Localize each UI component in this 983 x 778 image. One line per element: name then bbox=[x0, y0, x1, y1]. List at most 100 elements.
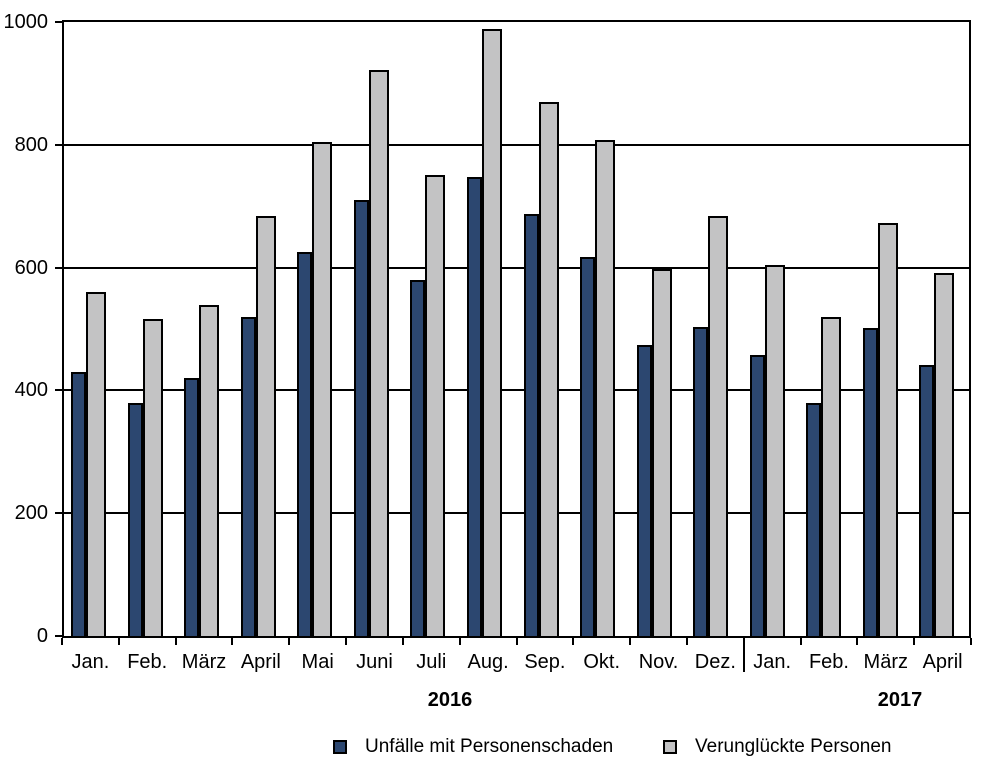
x-axis-label: Feb. bbox=[808, 651, 849, 673]
bar-group-nov-10 bbox=[630, 22, 687, 636]
x-axis-tick bbox=[61, 638, 63, 645]
bar-verungleuckte bbox=[538, 102, 559, 636]
bar-group-sep-8 bbox=[517, 22, 574, 636]
x-axis-label: Juli bbox=[416, 651, 447, 673]
bar-group-mai-4 bbox=[290, 22, 347, 636]
bar-verungleuckte bbox=[934, 273, 955, 636]
x-axis-tick bbox=[458, 638, 461, 645]
y-axis-tick bbox=[55, 143, 62, 146]
x-axis-labels: Jan. Feb. März April Mai Juni Juli Aug. Sep. Okt.… bbox=[62, 651, 971, 673]
y-axis-label: 800 bbox=[14, 133, 48, 156]
bar-verungleuckte bbox=[368, 70, 389, 636]
bar-unfaelle bbox=[636, 345, 652, 636]
bar-group-juli-6 bbox=[403, 22, 460, 636]
y-axis-tick bbox=[55, 21, 62, 23]
x-axis-label: Mai bbox=[301, 651, 334, 673]
y-axis-label: 200 bbox=[14, 502, 48, 525]
bars-container bbox=[64, 22, 969, 636]
bar-group-jan-12 bbox=[743, 22, 800, 636]
x-axis-tick bbox=[117, 638, 120, 645]
x-axis-label: Jan. bbox=[753, 651, 792, 673]
x-axis-tick bbox=[288, 638, 291, 645]
bar-unfaelle bbox=[466, 177, 482, 636]
legend-swatch-verungleuckte-icon bbox=[663, 740, 677, 754]
x-axis-tick bbox=[685, 638, 688, 645]
bar-group-april-3 bbox=[234, 22, 291, 636]
year-label-2017: 2017 bbox=[877, 689, 923, 711]
y-axis-tick bbox=[55, 512, 62, 515]
x-axis-label: Nov. bbox=[638, 651, 679, 673]
bar-group-feb-13 bbox=[799, 22, 856, 636]
y-axis-label: 1000 bbox=[3, 11, 49, 33]
x-axis-label: April bbox=[922, 651, 963, 673]
bar-unfaelle bbox=[410, 280, 426, 636]
bar-unfaelle bbox=[580, 257, 596, 636]
x-axis-tick bbox=[856, 638, 859, 645]
x-axis-tick bbox=[231, 638, 234, 645]
x-axis-label: März bbox=[863, 651, 908, 673]
bar-verungleuckte bbox=[877, 223, 898, 636]
bar-verungleuckte bbox=[595, 140, 616, 636]
bar-unfaelle bbox=[806, 403, 822, 636]
y-axis-tick bbox=[55, 389, 62, 392]
y-axis-label: 400 bbox=[14, 379, 48, 402]
legend-swatch-unfaelle-icon bbox=[333, 740, 347, 754]
bar-unfaelle bbox=[919, 365, 935, 636]
bar-verungleuckte bbox=[481, 29, 502, 636]
legend-label-verungleuckte: Verunglückte Personen bbox=[695, 736, 892, 757]
y-axis-label: 0 bbox=[36, 625, 48, 647]
bar-group-okt-9 bbox=[573, 22, 630, 636]
year-label-2016: 2016 bbox=[427, 689, 473, 711]
x-axis-tick bbox=[345, 638, 348, 645]
x-axis-tick bbox=[401, 638, 404, 645]
x-axis-label: Dez. bbox=[694, 651, 736, 673]
bar-verungleuckte bbox=[142, 319, 163, 636]
gridline-200 bbox=[64, 512, 969, 515]
bar-group-juni-5 bbox=[347, 22, 404, 636]
x-axis-label: Sep. bbox=[524, 651, 566, 673]
x-axis-tick bbox=[970, 638, 972, 645]
x-axis-tick bbox=[174, 638, 177, 645]
bar-verungleuckte bbox=[199, 305, 220, 636]
bar-verungleuckte bbox=[764, 265, 785, 636]
x-axis-label: Juni bbox=[356, 651, 393, 673]
x-axis-label: Feb. bbox=[127, 651, 168, 673]
bar-unfaelle bbox=[693, 327, 709, 636]
legend-item-unfaelle: Unfälle mit Personenschaden bbox=[333, 736, 613, 758]
bar-verungleuckte bbox=[312, 142, 333, 636]
x-axis-tick bbox=[799, 638, 802, 645]
bar-unfaelle bbox=[749, 355, 765, 636]
bar-group-aug-7 bbox=[460, 22, 517, 636]
bar-verungleuckte bbox=[651, 269, 672, 636]
gridline-800 bbox=[64, 143, 969, 146]
gridline-400 bbox=[64, 389, 969, 392]
x-axis-tick bbox=[913, 638, 916, 645]
x-axis-label: Okt. bbox=[583, 651, 621, 673]
bar-group-märz-14 bbox=[856, 22, 913, 636]
y-axis-tick bbox=[55, 635, 62, 637]
bar-unfaelle bbox=[127, 403, 143, 636]
x-axis-label: April bbox=[240, 651, 281, 673]
legend-label-unfaelle: Unfälle mit Personenschaden bbox=[365, 736, 614, 757]
bar-verungleuckte bbox=[425, 175, 446, 636]
year-separator-tick bbox=[742, 638, 745, 672]
bar-unfaelle bbox=[297, 252, 313, 636]
bar-group-dez-11 bbox=[686, 22, 743, 636]
bar-group-jan-0 bbox=[64, 22, 121, 636]
bar-unfaelle bbox=[353, 200, 369, 636]
x-axis-tick bbox=[572, 638, 575, 645]
bar-verungleuckte bbox=[708, 216, 729, 636]
bar-group-märz-2 bbox=[177, 22, 234, 636]
bar-group-april-15 bbox=[912, 22, 969, 636]
y-axis-tick bbox=[55, 266, 62, 269]
x-axis-tick bbox=[515, 638, 518, 645]
x-axis-label: März bbox=[181, 651, 227, 673]
gridline-600 bbox=[64, 266, 969, 269]
x-axis-tick bbox=[629, 638, 632, 645]
plot-area bbox=[62, 20, 971, 638]
bar-unfaelle bbox=[71, 372, 86, 636]
x-axis-label: Jan. bbox=[71, 651, 110, 673]
bar-verungleuckte bbox=[86, 292, 106, 636]
y-axis-label: 600 bbox=[14, 256, 48, 279]
